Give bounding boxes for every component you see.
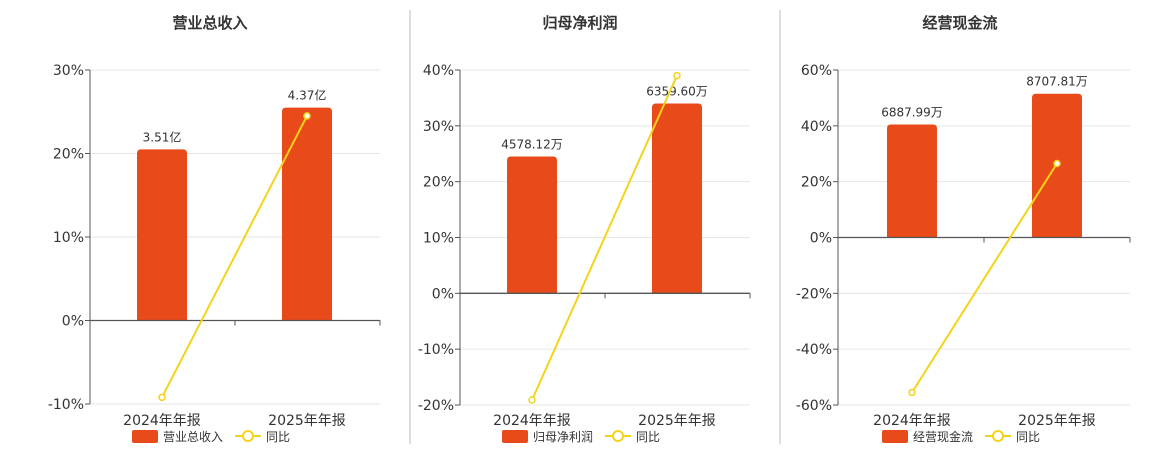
y-tick-label: 0% <box>810 231 832 247</box>
y-tick-label: -10% <box>418 342 454 358</box>
yoy-point-2 <box>673 71 681 80</box>
x-tick-label: 2025年年报 <box>638 413 716 429</box>
y-tick-label: -10% <box>48 397 84 413</box>
y-tick-label: 20% <box>53 147 84 163</box>
yoy-point-2 <box>303 112 311 120</box>
bar-2 <box>652 103 702 294</box>
yoy-point-1 <box>158 393 166 402</box>
y-tick-label: 30% <box>423 119 454 135</box>
bar-1 <box>137 149 187 321</box>
chart-title: 经营现金流 <box>922 14 997 32</box>
bar-data-label: 8707.81万 <box>1026 75 1088 89</box>
bar-data-label: 4578.12万 <box>501 138 563 152</box>
yoy-point-1 <box>908 388 916 397</box>
legend-line-label: 同比 <box>266 430 290 444</box>
y-tick-label: -60% <box>796 398 832 414</box>
legend-line-marker <box>992 430 1004 442</box>
y-tick-label: 40% <box>801 119 832 135</box>
y-tick-label: -20% <box>418 398 454 414</box>
y-tick-label: 10% <box>53 230 84 246</box>
bar-2 <box>282 107 332 321</box>
x-tick-label: 2025年年报 <box>268 413 346 429</box>
y-tick-label: 10% <box>423 231 454 247</box>
x-tick-label: 2024年年报 <box>123 413 201 429</box>
legend-line-marker <box>242 430 254 442</box>
y-tick-label: 30% <box>53 63 84 79</box>
legend-bar-swatch <box>502 430 528 443</box>
yoy-line <box>531 75 678 401</box>
chart-panel-2: 归母净利润 -20% -10% 0% 10% 20% 30% 40% 4578.12万 6359.… <box>418 14 751 444</box>
x-tick-label: 2025年年报 <box>1018 413 1096 429</box>
y-tick-label: 0% <box>432 286 454 302</box>
legend-bar-label: 营业总收入 <box>163 430 223 444</box>
bar-data-label: 4.37亿 <box>288 88 327 103</box>
y-tick-label: 40% <box>423 63 454 79</box>
bar-data-label: 3.51亿 <box>143 129 182 144</box>
y-tick-label: -20% <box>796 286 832 302</box>
bar-data-label: 6359.60万 <box>646 85 708 99</box>
legend-line-label: 同比 <box>1016 430 1040 444</box>
x-tick-label: 2024年年报 <box>493 413 571 429</box>
chart-title: 营业总收入 <box>172 14 247 32</box>
legend-bar-label: 经营现金流 <box>913 429 973 444</box>
legend-line-label: 同比 <box>636 430 660 444</box>
chart-panel-3: 经营现金流 -60% -40% -20% 0% 20% 40% 60% 6887.99万 8707… <box>796 14 1131 444</box>
y-tick-label: -40% <box>796 342 832 358</box>
legend-bar-swatch <box>882 430 908 443</box>
yoy-line <box>911 162 1058 393</box>
y-tick-label: 60% <box>801 63 832 79</box>
legend-bar-swatch <box>132 430 158 443</box>
bar-data-label: 6887.99万 <box>881 105 943 119</box>
chart-title: 归母净利润 <box>542 14 617 32</box>
y-tick-label: 0% <box>62 314 84 330</box>
x-tick-label: 2024年年报 <box>873 413 951 429</box>
yoy-point-1 <box>528 396 536 404</box>
yoy-point-2 <box>1053 159 1061 168</box>
yoy-line <box>161 115 308 398</box>
legend-bar-label: 归母净利润 <box>533 430 593 444</box>
y-tick-label: 20% <box>423 175 454 191</box>
bar-1 <box>507 156 557 294</box>
legend-line-marker <box>612 430 624 442</box>
chart-panel-1: 营业总收入 -10% 0% 10% 20% 30% 3.51亿 4.37亿 2024年年报 202… <box>48 14 381 444</box>
bar-1 <box>887 124 937 238</box>
y-tick-label: 20% <box>801 175 832 191</box>
